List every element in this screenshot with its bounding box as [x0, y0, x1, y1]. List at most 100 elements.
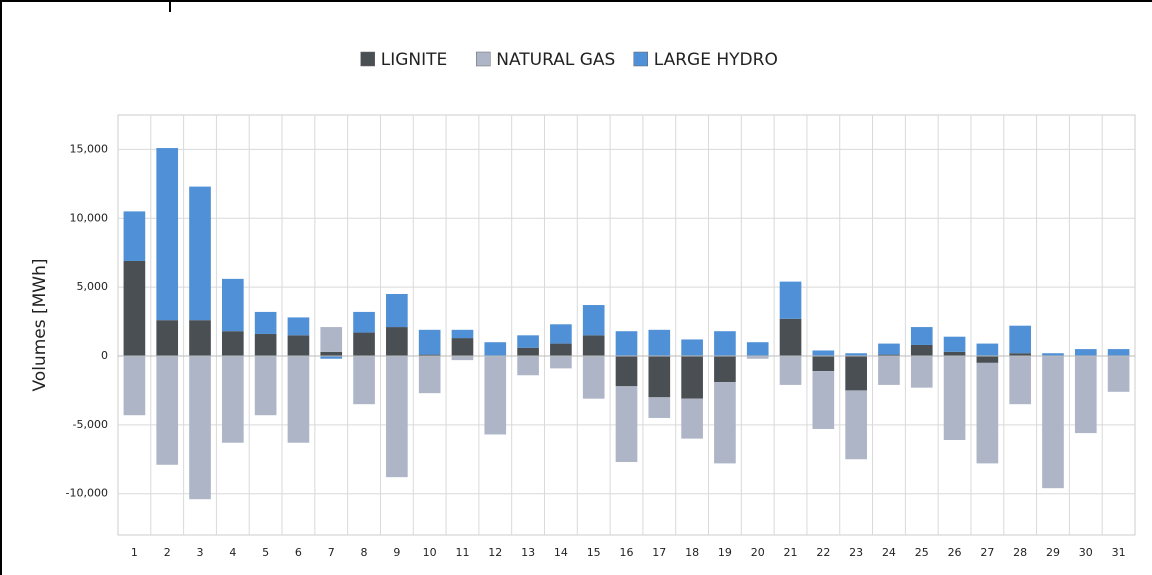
bar — [845, 355, 867, 391]
x-tick-label: 8 — [361, 546, 368, 559]
bar — [779, 281, 802, 319]
bar — [878, 343, 900, 355]
bar — [156, 355, 179, 465]
bar — [714, 355, 736, 383]
bar — [320, 355, 343, 359]
bar — [123, 355, 146, 416]
y-tick-label: -10,000 — [66, 487, 108, 500]
bar — [550, 343, 572, 356]
x-tick-label: 27 — [980, 546, 994, 559]
y-tick-label: 0 — [101, 349, 108, 362]
y-tick-label: 5,000 — [77, 280, 109, 293]
bar — [418, 355, 441, 394]
bar — [287, 355, 310, 443]
bar — [156, 320, 179, 356]
bar — [648, 355, 671, 398]
bar — [1009, 325, 1032, 354]
x-tick-label: 10 — [423, 546, 437, 559]
bar — [353, 332, 375, 356]
legend-label: NATURAL GAS — [496, 50, 615, 70]
bar — [418, 354, 441, 356]
bar — [156, 148, 179, 321]
bar — [714, 331, 736, 356]
bar — [845, 390, 867, 460]
bar — [615, 386, 638, 463]
bar — [386, 355, 408, 478]
bar — [550, 324, 572, 344]
bar — [976, 355, 999, 363]
legend-swatch — [360, 51, 375, 67]
bar — [189, 320, 211, 356]
bar — [451, 355, 474, 361]
x-tick-label: 26 — [948, 546, 962, 559]
bar — [943, 336, 966, 352]
bar — [779, 318, 802, 356]
y-tick-label: 10,000 — [70, 211, 109, 224]
legend-label: LARGE HYDRO — [654, 50, 778, 70]
bar — [1107, 349, 1130, 356]
bar — [681, 398, 703, 439]
x-tick-label: 6 — [295, 546, 302, 559]
bar — [812, 355, 835, 372]
bar — [681, 339, 703, 356]
bar — [189, 186, 211, 321]
x-tick-label: 18 — [685, 546, 699, 559]
bar — [714, 382, 736, 464]
x-tick-label: 4 — [229, 546, 236, 559]
bar — [550, 355, 572, 369]
bar — [845, 353, 867, 356]
bar — [910, 344, 933, 356]
bar — [910, 355, 933, 388]
bar — [943, 351, 966, 356]
x-tick-label: 24 — [882, 546, 896, 559]
bar — [746, 355, 769, 359]
x-tick-label: 20 — [751, 546, 765, 559]
legend-swatch — [633, 51, 648, 67]
bar — [418, 329, 441, 355]
bar — [615, 331, 638, 356]
x-tick-label: 15 — [587, 546, 601, 559]
bar — [582, 355, 605, 399]
bar — [779, 355, 802, 385]
bar — [320, 327, 343, 352]
bar — [1074, 355, 1097, 434]
bar — [582, 305, 605, 336]
bar — [221, 355, 244, 443]
x-tick-label: 22 — [816, 546, 830, 559]
bar — [484, 355, 507, 435]
x-tick-label: 9 — [393, 546, 400, 559]
bar — [812, 350, 835, 356]
bar — [1074, 349, 1097, 356]
x-tick-label: 14 — [554, 546, 568, 559]
x-tick-label: 17 — [652, 546, 666, 559]
bar — [123, 260, 146, 356]
x-tick-label: 30 — [1079, 546, 1093, 559]
bar — [484, 342, 507, 356]
x-tick-label: 11 — [455, 546, 469, 559]
x-tick-label: 2 — [164, 546, 171, 559]
x-tick-label: 13 — [521, 546, 535, 559]
bar — [353, 355, 375, 405]
bar — [976, 343, 999, 356]
bar — [189, 355, 211, 500]
bar — [451, 329, 474, 339]
bar — [221, 278, 244, 332]
bar — [517, 347, 539, 356]
x-tick-label: 23 — [849, 546, 863, 559]
x-tick-label: 19 — [718, 546, 732, 559]
bar — [386, 294, 408, 328]
bar — [254, 333, 277, 356]
bar — [878, 355, 900, 385]
bar — [648, 397, 671, 418]
plot-area — [117, 114, 1136, 536]
bar — [221, 331, 244, 356]
x-tick-label: 12 — [488, 546, 502, 559]
bar — [123, 211, 146, 261]
bar — [1009, 353, 1032, 356]
bar — [615, 355, 638, 387]
y-axis-label: Volumes [MWh] — [30, 258, 50, 391]
legend-label: LIGNITE — [381, 50, 448, 70]
x-tick-label: 28 — [1013, 546, 1027, 559]
x-tick-label: 21 — [784, 546, 798, 559]
